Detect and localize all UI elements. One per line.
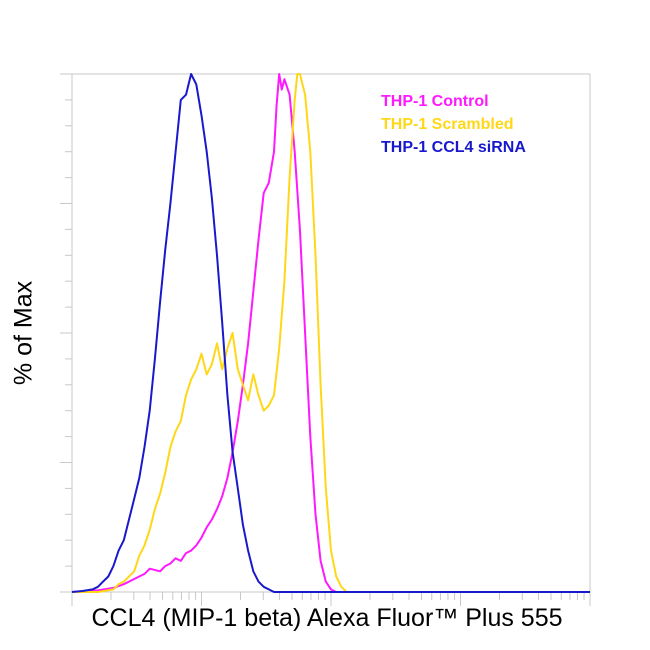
legend-item-sirna: THP-1 CCL4 siRNA xyxy=(381,139,526,156)
histogram-series xyxy=(71,73,590,593)
legend-item-control: THP-1 Control xyxy=(381,93,489,110)
legend: THP-1 Control THP-1 Scrambled THP-1 CCL4… xyxy=(381,90,526,159)
legend-item-scrambled: THP-1 Scrambled xyxy=(381,116,514,133)
x-axis-label: CCL4 (MIP-1 beta) Alexa Fluor™ Plus 555 xyxy=(91,604,563,632)
y-axis-label: % of Max xyxy=(9,280,38,386)
y-axis-ticks xyxy=(60,73,72,593)
x-axis-ticks xyxy=(71,592,591,606)
